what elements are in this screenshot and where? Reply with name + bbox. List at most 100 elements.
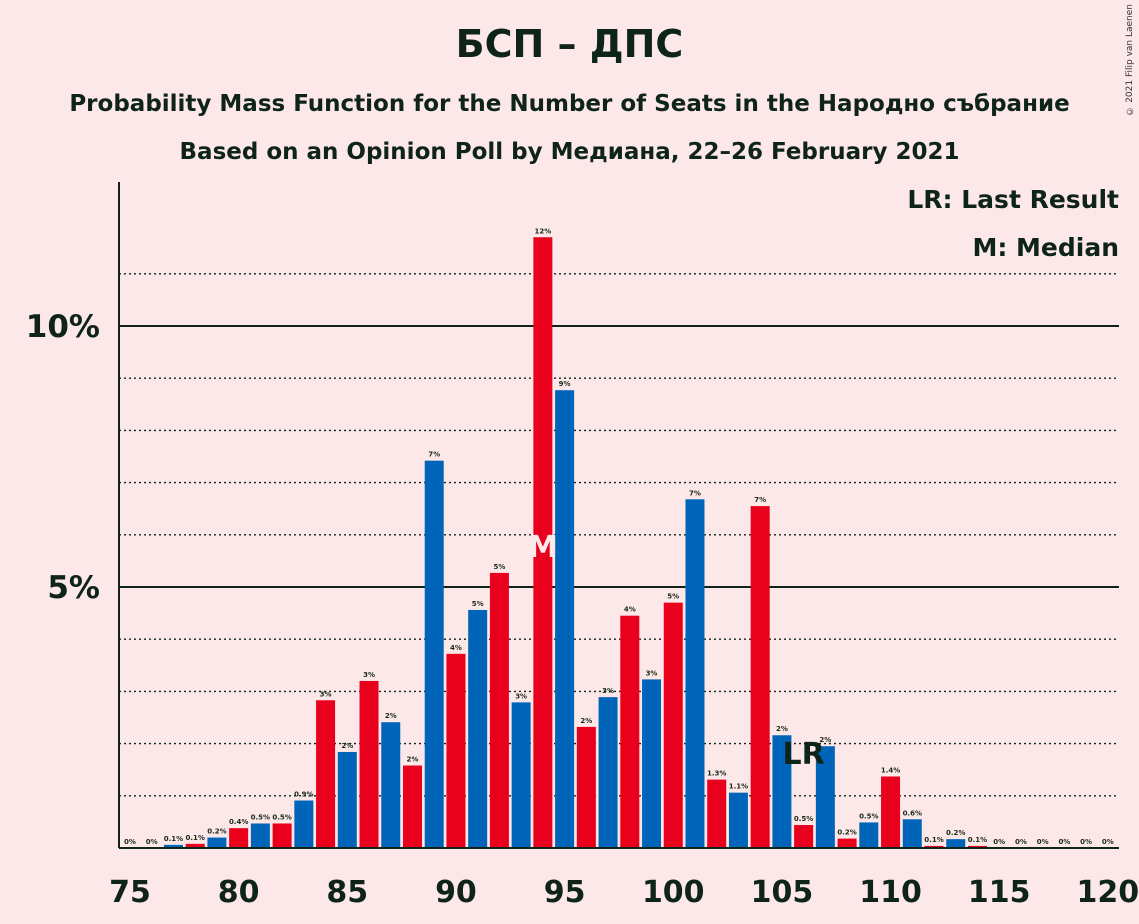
bar-seat-113 [946, 839, 966, 848]
bar-label-seat-111: 0.6% [903, 809, 922, 817]
bar-label-seat-114: 0.1% [968, 836, 987, 844]
bar-label-seat-120: 0% [1102, 838, 1114, 846]
bar-seat-97 [598, 697, 618, 848]
bar-seat-84 [316, 700, 336, 848]
bar-seat-90 [446, 653, 466, 848]
bar-label-seat-90: 4% [450, 644, 462, 652]
bar-label-seat-108: 0.2% [837, 829, 856, 837]
bar-label-seat-91: 5% [472, 600, 484, 608]
bar-label-seat-109: 0.5% [859, 812, 878, 820]
bar-label-seat-84: 3% [320, 690, 332, 698]
bar-seat-112 [924, 845, 944, 848]
x-tick-label: 75 [109, 875, 151, 910]
x-tick-label: 85 [326, 875, 368, 910]
bar-label-seat-115: 0% [993, 838, 1005, 846]
bar-seat-89 [424, 460, 444, 848]
bar-seat-109 [859, 822, 879, 848]
bar-seat-80 [229, 828, 249, 848]
bar-seat-88 [402, 765, 422, 848]
bar-seat-101 [685, 499, 705, 848]
bar-seat-108 [837, 838, 857, 848]
bar-seat-92 [489, 572, 509, 848]
bar-seat-104 [750, 506, 770, 848]
bar-seat-79 [207, 837, 227, 848]
bar-label-seat-118: 0% [1058, 838, 1070, 846]
bar-label-seat-112: 0.1% [924, 836, 943, 844]
chart-subtitle-poll: Based on an Opinion Poll by Медиана, 22–… [179, 139, 960, 165]
y-tick-label: 10% [26, 309, 100, 345]
bar-seat-93 [511, 702, 531, 848]
bar-seat-86 [359, 680, 379, 848]
bar-label-seat-78: 0.1% [185, 834, 204, 842]
bar-label-seat-81: 0.5% [251, 813, 270, 821]
bar-label-seat-77: 0.1% [164, 835, 183, 843]
bar-label-seat-76: 0% [146, 838, 158, 846]
bar-label-seat-106: 0.5% [794, 815, 813, 823]
x-tick-label: 100 [642, 875, 705, 910]
bar-label-seat-82: 0.5% [272, 813, 291, 821]
markers: M LR [528, 530, 825, 772]
bar-seat-102 [707, 779, 727, 848]
bar-label-seat-100: 5% [667, 593, 679, 601]
bar-label-seat-89: 7% [428, 451, 440, 459]
bar-label-seat-107: 2% [819, 736, 831, 744]
chart-title: БСП – ДПС [455, 22, 684, 66]
bar-seat-78 [185, 843, 205, 848]
bar-seat-98 [620, 615, 640, 848]
bar-label-seat-79: 0.2% [207, 828, 226, 836]
bar-seat-106 [794, 825, 814, 848]
bar-label-seat-86: 3% [363, 671, 375, 679]
bar-label-seat-93: 3% [515, 692, 527, 700]
x-tick-label: 95 [544, 875, 586, 910]
bars [163, 237, 987, 848]
bar-label-seat-98: 4% [624, 606, 636, 614]
bar-seat-81 [250, 823, 270, 848]
x-tick-label: 80 [218, 875, 260, 910]
bar-label-seat-95: 9% [559, 380, 571, 388]
bar-seat-83 [294, 800, 314, 848]
bar-label-seat-85: 2% [341, 742, 353, 750]
bar-seat-107 [815, 746, 835, 848]
bar-seat-96 [576, 726, 596, 848]
bar-seat-94 [533, 237, 553, 848]
bar-seat-103 [728, 792, 748, 848]
bar-label-seat-88: 2% [407, 756, 419, 764]
bar-label-seat-113: 0.2% [946, 829, 965, 837]
bar-label-seat-102: 1.3% [707, 770, 726, 778]
bar-label-seat-97: 3% [602, 687, 614, 695]
bar-label-seat-83: 0.9% [294, 790, 313, 798]
bar-seat-82 [272, 823, 292, 848]
gridlines [119, 273, 1119, 797]
bar-labels: 0% 0% 0.1% 0.1%0.2%0.4%0.5% 0.5%0.9%3%2%3%2%… [124, 227, 1114, 846]
bar-seat-105 [772, 735, 792, 848]
bar-label-seat-96: 2% [580, 717, 592, 725]
bar-label-seat-94: 12% [534, 227, 551, 235]
bar-label-seat-75: 0% [124, 838, 136, 846]
bar-seat-100 [663, 602, 683, 848]
bar-label-seat-87: 2% [385, 712, 397, 720]
bar-seat-110 [881, 776, 901, 848]
bar-label-seat-116: 0% [1015, 838, 1027, 846]
x-tick-label: 110 [859, 875, 922, 910]
y-tick-label: 5% [47, 570, 100, 606]
x-tick-label: 105 [751, 875, 814, 910]
bar-seat-114 [967, 845, 987, 848]
x-tick-label: 120 [1077, 875, 1139, 910]
bar-label-seat-117: 0% [1037, 838, 1049, 846]
bar-label-seat-105: 2% [776, 725, 788, 733]
bar-label-seat-119: 0% [1080, 838, 1092, 846]
last-result-marker: LR [783, 737, 825, 772]
median-marker: M [528, 530, 558, 565]
bar-seat-111 [902, 819, 922, 848]
bar-label-seat-99: 3% [646, 669, 658, 677]
bar-label-seat-92: 5% [493, 563, 505, 571]
bar-label-seat-110: 1.4% [881, 766, 900, 774]
axes: 75 80 85 90 95 100 105 110 115 120 5% 10% [26, 182, 1139, 910]
bar-label-seat-80: 0.4% [229, 818, 248, 826]
legend-last-result: LR: Last Result [907, 185, 1119, 214]
bar-seat-77 [163, 844, 183, 848]
bar-label-seat-101: 7% [689, 489, 701, 497]
bar-seat-87 [381, 722, 401, 848]
bar-seat-99 [642, 679, 662, 848]
